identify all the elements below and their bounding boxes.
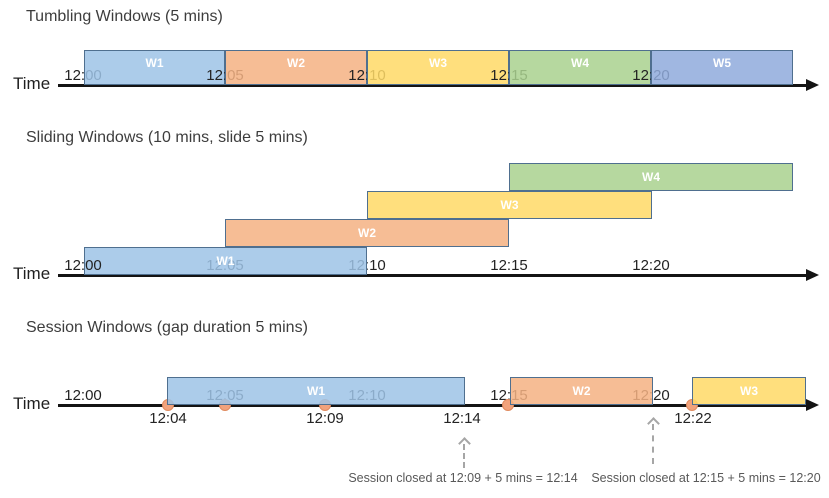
tumbling-time-axis: [58, 84, 808, 87]
session-close-annotation: Session closed at 12:09 + 5 mins = 12:14: [348, 471, 578, 485]
session-time-axis-label: Time: [13, 394, 51, 413]
session-time-axis: [58, 404, 808, 407]
window-label: W3: [740, 384, 758, 398]
tick-label: 12:00: [64, 257, 102, 274]
window-label: W2: [572, 384, 591, 398]
axis-arrow-icon: [806, 269, 819, 281]
sliding-time-axis-label: Time: [13, 264, 51, 283]
window-label: W3: [500, 198, 519, 212]
tumbling-window-w1: W1: [84, 50, 225, 85]
tumbling-window-w4: W4: [509, 50, 651, 85]
sliding-window-w4: W4: [509, 163, 793, 191]
session-window-w2: W2: [510, 377, 653, 405]
window-label: W3: [429, 56, 447, 70]
sliding-time-axis: [58, 274, 808, 277]
session-section-title: Session Windows (gap duration 5 mins): [26, 319, 308, 336]
window-label: W2: [358, 226, 376, 240]
window-label: W1: [307, 384, 325, 398]
sliding-section-title: Sliding Windows (10 mins, slide 5 mins): [26, 129, 308, 146]
session-close-annotation: Session closed at 12:15 + 5 mins = 12:20: [591, 471, 821, 485]
event-time-label: 12:14: [443, 410, 481, 427]
tumbling-window-w2: W2: [225, 50, 367, 85]
tumbling-window-w3: W3: [367, 50, 509, 85]
tick-label: 12:20: [632, 257, 670, 274]
event-time-label: 12:22: [674, 410, 712, 427]
window-label: W1: [216, 254, 235, 268]
session-close-arrow: [463, 444, 465, 468]
window-label: W1: [145, 56, 164, 70]
event-time-label: 12:04: [149, 410, 187, 427]
tick-label: 12:15: [490, 257, 528, 274]
window-label: W4: [571, 56, 589, 70]
session-close-arrow: [652, 424, 654, 464]
axis-arrow-icon: [806, 79, 819, 91]
tumbling-section-title: Tumbling Windows (5 mins): [26, 8, 223, 25]
window-label: W5: [713, 56, 731, 70]
window-label: W2: [287, 56, 305, 70]
sliding-window-w3: W3: [367, 191, 652, 219]
tumbling-window-w5: W5: [651, 50, 793, 85]
window-label: W4: [642, 170, 660, 184]
axis-arrow-icon: [806, 399, 819, 411]
tick-label: 12:00: [64, 387, 102, 404]
tumbling-time-axis-label: Time: [13, 74, 51, 93]
sliding-window-w1: W1: [84, 247, 367, 275]
sliding-window-w2: W2: [225, 219, 509, 247]
session-window-w3: W3: [692, 377, 806, 405]
event-time-label: 12:09: [306, 410, 344, 427]
session-window-w1: W1: [167, 377, 465, 405]
